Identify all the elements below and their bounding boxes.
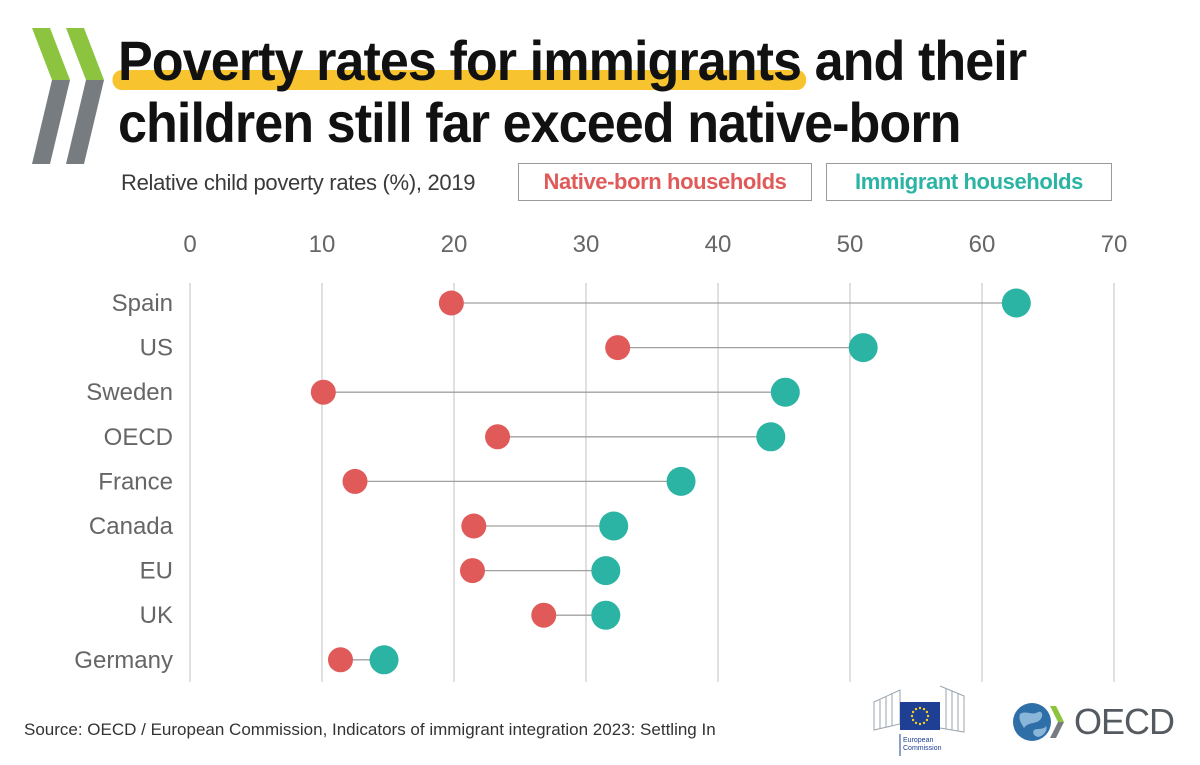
immigrant-point	[666, 466, 696, 496]
native-point	[327, 647, 353, 673]
native-point	[342, 468, 368, 494]
eu-star	[925, 718, 929, 722]
y-category-label: France	[98, 468, 173, 495]
native-point	[531, 602, 557, 628]
native-point	[605, 335, 631, 361]
x-tick-label: 20	[441, 231, 468, 258]
y-category-label: Sweden	[86, 379, 173, 406]
y-category-label: UK	[140, 602, 173, 629]
y-category-label: Canada	[89, 513, 174, 540]
native-point	[459, 558, 485, 584]
eu-label-2: Commission	[903, 745, 942, 752]
globe-icon	[1013, 703, 1064, 741]
y-category-label: Spain	[112, 290, 173, 317]
x-tick-label: 40	[705, 231, 732, 258]
immigrant-point	[369, 645, 399, 675]
y-category-label: US	[140, 335, 173, 362]
native-point	[461, 513, 487, 539]
immigrant-point	[591, 600, 621, 630]
european-commission-logo: European Commission	[873, 685, 965, 756]
oecd-chevron-icon	[32, 28, 104, 164]
eu-star	[918, 706, 922, 710]
source-note: Source: OECD / European Commission, Indi…	[24, 720, 716, 739]
x-tick-label: 0	[183, 231, 196, 258]
x-tick-label: 60	[969, 231, 996, 258]
native-point	[310, 379, 336, 405]
immigrant-point	[770, 377, 800, 407]
eu-star	[911, 710, 915, 714]
x-tick-label: 10	[309, 231, 336, 258]
eu-star	[911, 718, 915, 722]
x-tick-label: 50	[837, 231, 864, 258]
eu-star	[910, 714, 914, 718]
immigrant-point	[591, 556, 621, 586]
title-highlight: Poverty rates for immigrants	[118, 29, 802, 92]
page-title: Poverty rates for immigrants and their c…	[118, 30, 1178, 154]
eu-star	[925, 710, 929, 714]
oecd-wordmark: OECD	[1074, 701, 1175, 742]
x-tick-label: 30	[573, 231, 600, 258]
oecd-logo: OECD	[1012, 700, 1175, 744]
native-point	[438, 290, 464, 316]
immigrant-point	[848, 333, 878, 363]
eu-star	[922, 721, 926, 725]
immigrant-point	[599, 511, 629, 541]
title-rest: and their	[814, 29, 1027, 92]
eu-star	[914, 707, 918, 711]
eu-star	[922, 707, 926, 711]
eu-star	[918, 722, 922, 726]
legend-immigrant: Immigrant households	[826, 163, 1112, 201]
y-category-label: OECD	[104, 424, 173, 451]
immigrant-point	[756, 422, 786, 452]
eu-star	[926, 714, 930, 718]
y-category-label: EU	[140, 558, 173, 585]
x-tick-label: 70	[1101, 231, 1128, 258]
legend-native: Native-born households	[518, 163, 812, 201]
y-category-label: Germany	[74, 647, 173, 674]
chart-subtitle: Relative child poverty rates (%), 2019	[121, 170, 476, 195]
dumbbell-chart: 0 10 20 30 40 50 60 70 Spain US Sweden OECD France Ca…	[74, 231, 1128, 682]
immigrant-point	[1001, 288, 1031, 318]
title-line-2: children still far exceed native-born	[118, 91, 961, 154]
native-point	[485, 424, 511, 450]
eu-star	[914, 721, 918, 725]
eu-label-1: European	[903, 737, 933, 744]
